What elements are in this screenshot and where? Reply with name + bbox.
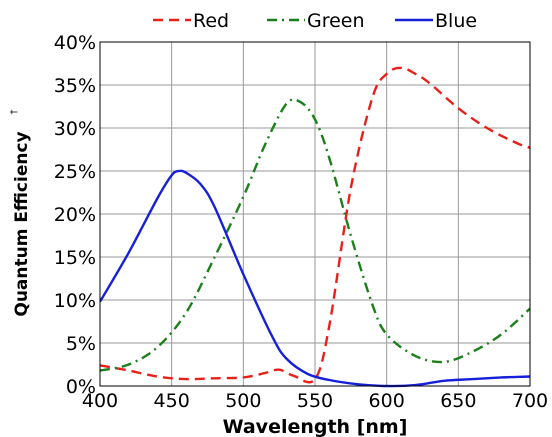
y-tick-label: 40% (54, 32, 96, 54)
y-tick-labels: 0% 5% 10% 15% 20% 25% 30% 35% 40% (54, 32, 96, 398)
x-tick-label: 450 (154, 390, 190, 412)
x-tick-label: 500 (225, 390, 261, 412)
series-line-green (100, 98, 530, 372)
y-tick-label: 25% (54, 161, 96, 183)
x-tick-label: 550 (297, 390, 333, 412)
x-tick-label: 600 (369, 390, 405, 412)
x-tick-labels: 400 450 500 550 600 650 700 (82, 390, 548, 412)
series-line-red (100, 66, 530, 384)
y-tick-label: 20% (54, 204, 96, 226)
x-tick-label: 400 (82, 390, 118, 412)
y-axis-label-group: Quantum Efficiency † (9, 110, 32, 317)
x-tick-label: 700 (512, 390, 548, 412)
legend-label-blue: Blue (435, 10, 477, 32)
x-axis-label: Wavelength [nm] (223, 416, 408, 437)
y-tick-label: 5% (66, 333, 96, 355)
x-tick-label: 650 (440, 390, 476, 412)
y-axis-label-mark: † (9, 110, 20, 115)
y-tick-label: 10% (54, 290, 96, 312)
y-tick-label: 30% (54, 118, 96, 140)
legend-label-green: Green (307, 10, 365, 32)
legend: Red Green Blue (153, 10, 477, 32)
plot-frame (99, 41, 531, 387)
series-line-blue (100, 169, 530, 388)
y-tick-label: 15% (54, 247, 96, 269)
legend-label-red: Red (193, 10, 229, 32)
y-tick-label: 35% (54, 75, 96, 97)
series-lines (100, 66, 530, 388)
grid (99, 41, 531, 387)
y-axis-label: Quantum Efficiency (12, 131, 32, 316)
y-tick-label: 0% (66, 376, 96, 398)
